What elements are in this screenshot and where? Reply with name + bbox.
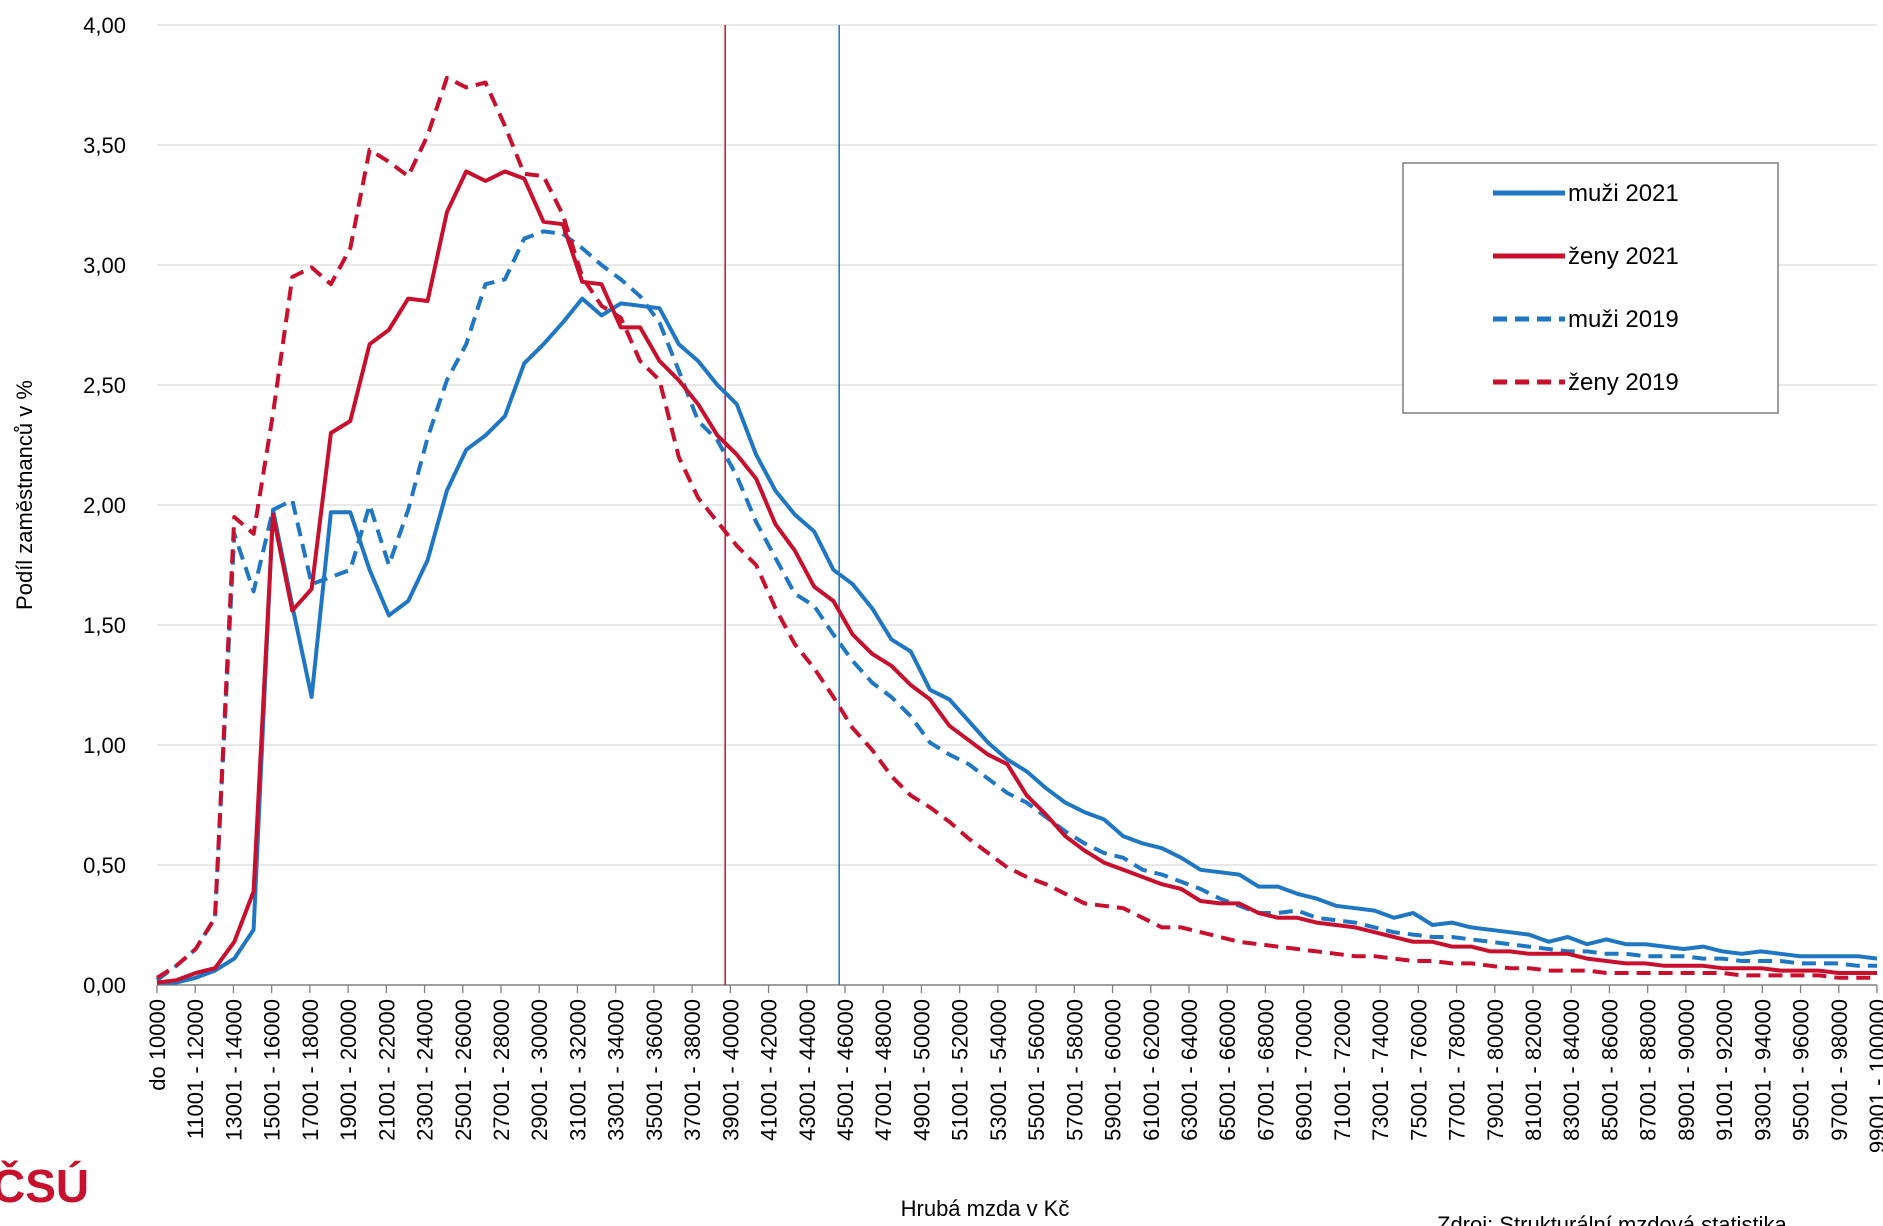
- y-tick-label: 3,00: [83, 253, 126, 278]
- x-tick-label: 63001 - 64000: [1177, 999, 1202, 1141]
- series-line: [155, 75, 1877, 980]
- x-tick-label: 65001 - 66000: [1215, 999, 1240, 1141]
- y-tick-label: 1,50: [83, 613, 126, 638]
- legend-label-zeny-2021: ženy 2021: [1568, 243, 1679, 270]
- y-tick-label: 2,50: [83, 373, 126, 398]
- x-tick-label: 79001 - 80000: [1483, 999, 1508, 1141]
- x-tick-label: 27001 - 28000: [489, 999, 514, 1141]
- x-tick-label: 23001 - 24000: [413, 999, 438, 1141]
- reference-lines: [724, 25, 840, 985]
- x-tick-label: 69001 - 70000: [1292, 999, 1317, 1141]
- x-tick-label: 51001 - 52000: [948, 999, 973, 1141]
- x-tick-label: 47001 - 48000: [871, 999, 896, 1141]
- x-tick-label: 13001 - 14000: [221, 999, 246, 1141]
- series-line: [155, 229, 1877, 982]
- x-tick-label: 61001 - 62000: [1139, 999, 1164, 1141]
- x-tick-label: 43001 - 44000: [795, 999, 820, 1141]
- x-tick-label: 25001 - 26000: [451, 999, 476, 1141]
- series-line: [156, 169, 1877, 985]
- x-axis-title: Hrubá mzda v Kč: [901, 1196, 1070, 1221]
- y-tick-label: 0,50: [83, 853, 126, 878]
- y-tick-label: 1,00: [83, 733, 126, 758]
- legend-box: [1402, 162, 1779, 414]
- x-tick-label: 17001 - 18000: [298, 999, 323, 1141]
- x-tick-label: 39001 - 40000: [718, 999, 743, 1141]
- x-tick-label: 87001 - 88000: [1636, 999, 1661, 1141]
- x-tick-label: 55001 - 56000: [1024, 999, 1049, 1141]
- x-tick-label: 53001 - 54000: [986, 999, 1011, 1141]
- x-tick-label: 59001 - 60000: [1101, 999, 1126, 1141]
- x-tick-label: 41001 - 42000: [757, 999, 782, 1141]
- x-tick-label: 83001 - 84000: [1559, 999, 1584, 1141]
- x-tick-label: 37001 - 38000: [680, 999, 705, 1141]
- x-tick-label: 45001 - 46000: [833, 999, 858, 1141]
- x-tick-label: 81001 - 82000: [1521, 999, 1546, 1141]
- y-tick-label: 4,00: [83, 13, 126, 38]
- x-tick-label: 15001 - 16000: [260, 999, 285, 1141]
- x-tick-label: 97001 - 98000: [1827, 999, 1852, 1141]
- x-tick-label: 99001 - 100000: [1865, 999, 1883, 1153]
- x-tick-label: 93001 - 94000: [1750, 999, 1775, 1141]
- x-tick-label: 95001 - 96000: [1789, 999, 1814, 1141]
- x-tick-label: 19001 - 20000: [336, 999, 361, 1141]
- x-tick-label: 89001 - 90000: [1674, 999, 1699, 1141]
- y-tick-label: 0,00: [83, 973, 126, 998]
- legend-label-muzi-2019: muži 2019: [1568, 306, 1679, 333]
- y-tick-label: 2,00: [83, 493, 126, 518]
- x-tick-label: 57001 - 58000: [1062, 999, 1087, 1141]
- legend: muži 2021 ženy 2021 muži 2019 ženy 2019: [1402, 162, 1779, 414]
- x-tick-label: 11001 - 12000: [183, 999, 208, 1139]
- x-tick-label: 29001 - 30000: [527, 999, 552, 1141]
- x-tick-label: 33001 - 34000: [604, 999, 629, 1141]
- source-note: Zdroj: Strukturální mzdová statistika: [1437, 1212, 1787, 1226]
- x-tick-label: 31001 - 32000: [565, 999, 590, 1141]
- x-tick-label: 77001 - 78000: [1445, 999, 1470, 1141]
- x-axis-tick-marks: [156, 985, 1878, 993]
- y-tick-label: 3,50: [83, 133, 126, 158]
- x-tick-label: 35001 - 36000: [642, 999, 667, 1141]
- y-axis-title: Podíl zaměstnanců v %: [12, 380, 37, 610]
- x-tick-label: 71001 - 72000: [1330, 999, 1355, 1141]
- x-tick-label: 21001 - 22000: [374, 999, 399, 1141]
- x-axis-ticks: do 10000 11001 - 12000 13001 - 14000 15001 …: [145, 999, 1883, 1153]
- csu-logo: ČSÚ: [0, 1160, 89, 1212]
- x-tick-label: 67001 - 68000: [1253, 999, 1278, 1141]
- x-tick-label: 75001 - 76000: [1406, 999, 1431, 1141]
- series-lines: [155, 75, 1878, 985]
- series-line: [157, 296, 1878, 985]
- x-tick-label: 49001 - 50000: [909, 999, 934, 1141]
- gridlines: [157, 24, 1877, 866]
- x-tick-label: 91001 - 92000: [1712, 999, 1737, 1141]
- legend-label-muzi-2021: muži 2021: [1568, 180, 1679, 207]
- x-tick-label: 73001 - 74000: [1368, 999, 1393, 1141]
- y-axis-ticks: 0,00 0,50 1,00 1,50 2,00 2,50 3,00 3,50 4,00: [83, 13, 126, 998]
- legend-label-zeny-2019: ženy 2019: [1568, 369, 1679, 396]
- x-tick-label: do 10000: [145, 999, 170, 1091]
- x-tick-label: 85001 - 86000: [1597, 999, 1622, 1141]
